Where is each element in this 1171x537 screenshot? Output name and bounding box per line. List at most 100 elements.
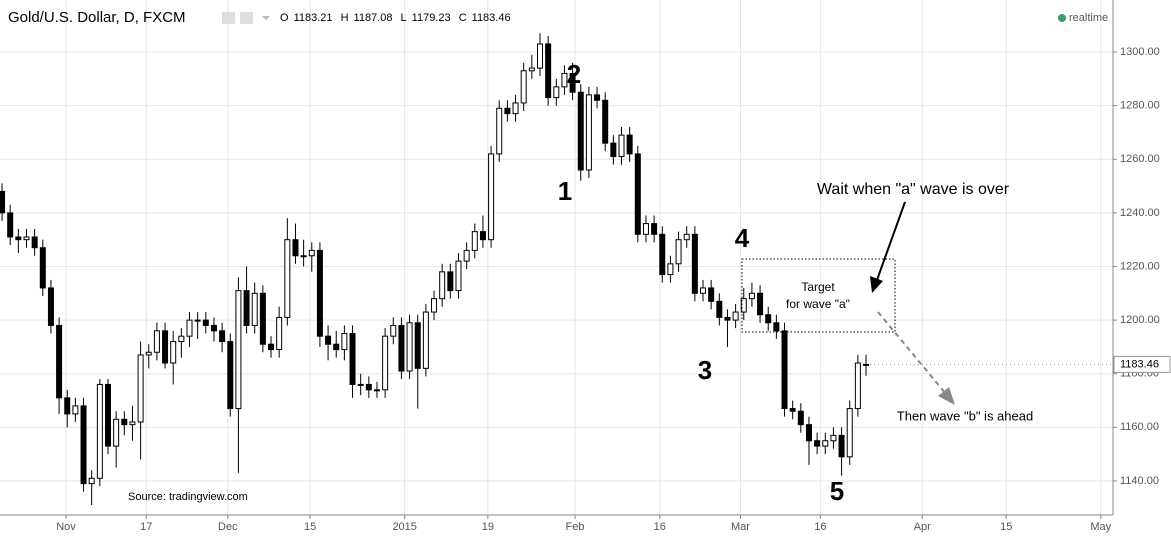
- candle-body: [414, 322, 421, 369]
- wave-label: 1: [558, 176, 572, 206]
- candle-body: [732, 311, 739, 321]
- candle-body: [561, 72, 568, 88]
- ohlc-header: O 1183.21 H 1187.08 L 1179.23 C 1183.46: [280, 12, 511, 24]
- candle-body: [406, 322, 413, 372]
- candle-body: [431, 298, 438, 313]
- candle-body: [325, 335, 332, 345]
- candles: [0, 33, 870, 506]
- x-tick-label: Dec: [218, 521, 238, 533]
- ohlc-label: H: [341, 12, 349, 24]
- candle-body: [259, 292, 266, 345]
- candle-body: [545, 43, 552, 99]
- candle-body: [382, 335, 389, 391]
- candle-body: [96, 383, 103, 479]
- candle-body: [104, 383, 111, 447]
- candle-body: [145, 351, 152, 356]
- annotation: Then wave "b" is ahead: [897, 408, 1033, 423]
- annotation: for wave "a": [786, 297, 850, 311]
- ohlc-label: L: [401, 12, 407, 24]
- candle-body: [610, 142, 617, 158]
- status-dot: [1058, 14, 1066, 22]
- candle-body: [284, 239, 291, 318]
- candle-body: [178, 335, 185, 343]
- candle-body: [390, 324, 397, 337]
- candle-body: [748, 292, 755, 300]
- y-tick-label: 1260.00: [1120, 153, 1160, 165]
- wave-label: 2: [567, 59, 581, 89]
- candle-body: [170, 341, 177, 364]
- candle-body: [626, 134, 633, 155]
- annotation: Target: [801, 280, 835, 294]
- candle-body: [39, 247, 46, 289]
- candle-body: [740, 298, 747, 313]
- candle-body: [373, 389, 380, 392]
- candle-body: [594, 94, 601, 101]
- candle-body: [512, 102, 519, 115]
- y-tick-label: 1280.00: [1120, 100, 1160, 112]
- candle-body: [854, 362, 861, 410]
- wave-label: 4: [735, 223, 750, 253]
- candle-body: [642, 223, 649, 235]
- candle-body: [471, 231, 478, 251]
- candle-body: [365, 383, 372, 391]
- ohlc-value: 1183.21: [294, 12, 333, 24]
- grid: [0, 0, 1113, 515]
- candle-body: [72, 405, 79, 415]
- candle-body: [186, 319, 193, 337]
- candle-body: [651, 223, 658, 235]
- candle-body: [210, 324, 217, 332]
- ohlc-label: O: [280, 12, 289, 24]
- candle-body: [235, 290, 242, 410]
- ohlc-value: 1183.46: [472, 12, 511, 24]
- candle-body: [88, 477, 95, 485]
- candle-body: [316, 249, 323, 337]
- wave-label: 5: [830, 476, 844, 506]
- candle-body: [528, 67, 535, 72]
- annotation: Wait when "a" wave is over: [817, 181, 1010, 198]
- candle-body: [308, 249, 315, 257]
- candle-body: [496, 107, 503, 155]
- x-tick-label: 16: [654, 521, 666, 533]
- candle-body: [667, 263, 674, 276]
- candle-body: [691, 233, 698, 294]
- candle-body: [7, 212, 14, 238]
- candle-body: [64, 397, 71, 415]
- candle-body: [113, 418, 120, 447]
- candle-body: [463, 249, 470, 262]
- x-tick-label: 2015: [392, 521, 416, 533]
- x-tick-label: 15: [1000, 521, 1012, 533]
- candle-body: [153, 330, 160, 353]
- candle-body: [227, 341, 234, 410]
- last-price-tag: [1113, 355, 1171, 373]
- candle-body: [716, 300, 723, 318]
- x-tick-label: 16: [814, 521, 826, 533]
- candle-body: [863, 363, 870, 366]
- candle-body: [15, 236, 22, 241]
- candle-body: [634, 153, 641, 235]
- candle-body: [341, 333, 348, 351]
- candle-body: [455, 260, 462, 292]
- ohlc-value: 1187.08: [354, 12, 393, 24]
- status: realtime: [1069, 12, 1108, 24]
- candle-body: [31, 236, 38, 249]
- arrow: [876, 201, 906, 281]
- icon: [240, 12, 253, 24]
- candle-body: [129, 421, 136, 426]
- candle-body: [683, 233, 690, 241]
- y-tick-label: 1240.00: [1120, 207, 1160, 219]
- candle-body: [504, 107, 511, 115]
- candle-body: [121, 418, 128, 426]
- candle-body: [333, 343, 340, 351]
- candle-body: [439, 271, 446, 300]
- candle-body: [276, 316, 283, 351]
- candle-body: [569, 72, 576, 93]
- candle-body: [422, 311, 429, 369]
- y-tick-label: 1300.00: [1120, 46, 1160, 58]
- axes: 1140.001160.001180.001200.001220.001240.…: [56, 46, 1171, 533]
- candle-body: [577, 91, 584, 171]
- candle-body: [822, 440, 829, 447]
- y-tick-label: 1220.00: [1120, 260, 1160, 272]
- arrow-head: [938, 387, 955, 405]
- y-tick-label: 1160.00: [1120, 421, 1159, 433]
- x-tick-label: May: [1090, 521, 1111, 533]
